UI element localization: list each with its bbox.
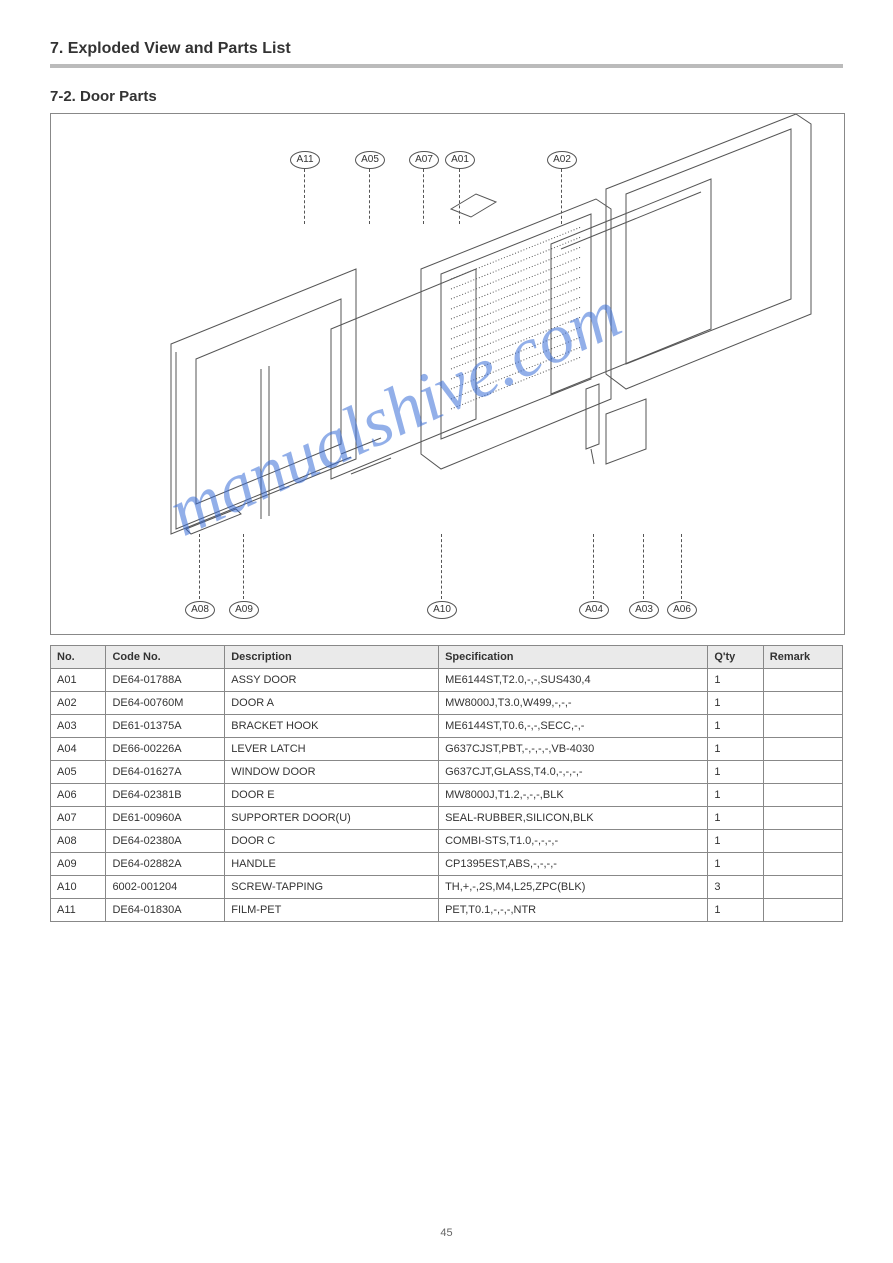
callout-a10: A10 <box>427 601 457 619</box>
leader <box>369 169 370 224</box>
chapter-title: 7. Exploded View and Parts List <box>50 40 843 68</box>
callout-a03: A03 <box>629 601 659 619</box>
table-row: A09DE64-02882AHANDLECP1395EST,ABS,-,-,-,… <box>51 853 843 876</box>
leader <box>243 534 244 599</box>
leader <box>561 169 562 224</box>
table-row: A03DE61-01375ABRACKET HOOKME6144ST,T0.6,… <box>51 715 843 738</box>
page-number: 45 <box>50 1227 843 1239</box>
table-row: A11DE64-01830AFILM-PETPET,T0.1,-,-,-,NTR… <box>51 899 843 922</box>
leader <box>593 534 594 599</box>
leader <box>681 534 682 599</box>
diagram-svg <box>51 114 844 634</box>
table-body: A01DE64-01788AASSY DOORME6144ST,T2.0,-,-… <box>51 669 843 922</box>
table-row: A01DE64-01788AASSY DOORME6144ST,T2.0,-,-… <box>51 669 843 692</box>
col-specification: Specification <box>439 646 708 669</box>
exploded-diagram: manualshive.com A11A05A07A01A02A08A09A10… <box>50 113 845 635</box>
table-row: A106002-001204SCREW-TAPPINGTH,+,-,2S,M4,… <box>51 876 843 899</box>
table-header-row: No.Code No.DescriptionSpecificationQ'tyR… <box>51 646 843 669</box>
col-codeno: Code No. <box>106 646 225 669</box>
leader <box>423 169 424 224</box>
callout-a11: A11 <box>290 151 320 169</box>
table-row: A06DE64-02381BDOOR EMW8000J,T1.2,-,-,-,B… <box>51 784 843 807</box>
callout-a05: A05 <box>355 151 385 169</box>
col-remark: Remark <box>763 646 842 669</box>
col-no: No. <box>51 646 106 669</box>
col-description: Description <box>225 646 439 669</box>
col-qty: Q'ty <box>708 646 763 669</box>
callout-a08: A08 <box>185 601 215 619</box>
callout-a06: A06 <box>667 601 697 619</box>
leader <box>459 169 460 224</box>
table-row: A08DE64-02380ADOOR CCOMBI-STS,T1.0,-,-,-… <box>51 830 843 853</box>
callout-a04: A04 <box>579 601 609 619</box>
callout-a01: A01 <box>445 151 475 169</box>
leader <box>643 534 644 599</box>
callout-a09: A09 <box>229 601 259 619</box>
table-row: A07DE61-00960ASUPPORTER DOOR(U)SEAL-RUBB… <box>51 807 843 830</box>
leader <box>199 534 200 599</box>
leader <box>304 169 305 224</box>
callout-a07: A07 <box>409 151 439 169</box>
table-row: A02DE64-00760MDOOR AMW8000J,T3.0,W499,-,… <box>51 692 843 715</box>
table-row: A05DE64-01627AWINDOW DOORG637CJT,GLASS,T… <box>51 761 843 784</box>
section-title: 7-2. Door Parts <box>50 88 843 105</box>
callout-a02: A02 <box>547 151 577 169</box>
parts-table: No.Code No.DescriptionSpecificationQ'tyR… <box>50 645 843 922</box>
table-row: A04DE66-00226ALEVER LATCHG637CJST,PBT,-,… <box>51 738 843 761</box>
leader <box>441 534 442 599</box>
